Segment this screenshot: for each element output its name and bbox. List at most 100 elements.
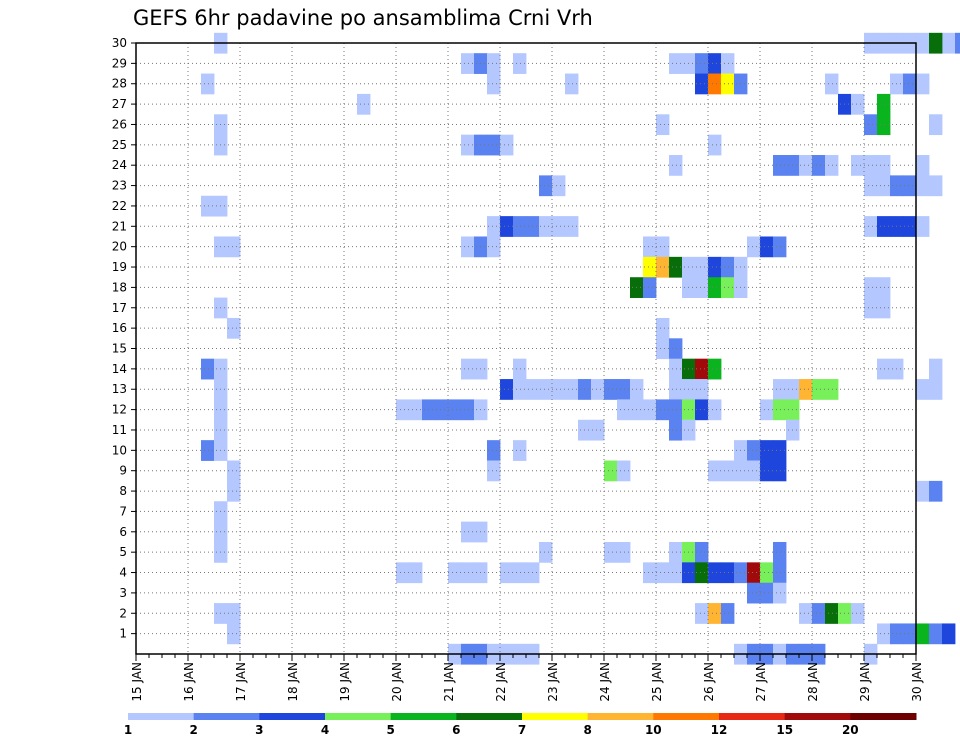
heatmap-cell (513, 440, 527, 461)
heatmap-cell (721, 53, 735, 74)
heatmap-cell (851, 603, 865, 624)
heatmap-cell (747, 582, 761, 604)
y-tick-label: 19 (112, 260, 127, 274)
heatmap-cell (851, 155, 865, 176)
y-tick-label: 1 (119, 627, 127, 641)
heatmap-cell (201, 73, 215, 95)
colorbar-label: 2 (190, 723, 198, 737)
colorbar-label: 12 (711, 723, 728, 737)
heatmap-cell (773, 236, 787, 258)
heatmap-cell (864, 155, 878, 176)
heatmap-cell (227, 460, 241, 482)
heatmap-cell (708, 256, 722, 278)
heatmap-cell (877, 623, 891, 645)
x-tick-label: 16 JAN (182, 662, 196, 702)
colorbar-label: 5 (387, 723, 395, 737)
heatmap-cell (513, 379, 527, 400)
heatmap-cell (760, 582, 774, 604)
heatmap-cell (773, 541, 787, 563)
heatmap-cell (539, 216, 553, 237)
heatmap-cell (903, 73, 917, 95)
heatmap-cell (812, 155, 826, 176)
heatmap-cell (825, 155, 839, 176)
colorbar-label: 10 (645, 723, 662, 737)
heatmap-cell (877, 297, 891, 319)
heatmap-cell (955, 32, 960, 54)
heatmap-cell (877, 358, 891, 380)
heatmap-cell (747, 562, 761, 584)
heatmap-cell (643, 256, 657, 278)
y-tick-label: 2 (119, 606, 127, 620)
x-tick-label: 19 JAN (338, 662, 352, 702)
heatmap-cell (864, 175, 878, 197)
y-tick-label: 22 (112, 199, 127, 213)
heatmap-cell (604, 541, 618, 563)
heatmap-cell (708, 603, 722, 624)
heatmap-cell (669, 358, 683, 380)
y-tick-label: 21 (112, 219, 127, 233)
heatmap-cell (903, 175, 917, 197)
y-tick-label: 16 (112, 321, 127, 335)
heatmap-cell (201, 358, 215, 380)
heatmap-cell (695, 358, 709, 380)
y-tick-label: 30 (112, 36, 127, 50)
heatmap-cell (552, 216, 566, 237)
heatmap-cell (643, 562, 657, 584)
heatmap-cell (695, 277, 709, 298)
x-tick-label: 22 JAN (494, 662, 508, 702)
heatmap-cell (864, 216, 878, 237)
y-tick-label: 27 (112, 97, 127, 111)
heatmap-cell (396, 562, 410, 584)
heatmap-cell (409, 562, 423, 584)
heatmap-cell (695, 379, 709, 400)
heatmap-cell (877, 155, 891, 176)
heatmap-cell (461, 399, 475, 421)
heatmap-cell (760, 399, 774, 421)
heatmap-cell (708, 277, 722, 298)
x-tick-label: 20 JAN (390, 662, 404, 702)
heatmap-cell (669, 53, 683, 74)
y-tick-label: 28 (112, 77, 127, 91)
heatmap-cell (929, 175, 943, 197)
heatmap-cell (864, 277, 878, 298)
colorbar-swatch (522, 713, 589, 720)
heatmap-cell (721, 73, 735, 95)
heatmap-cell (357, 93, 371, 115)
heatmap-cell (513, 53, 527, 74)
heatmap-cell (695, 73, 709, 95)
heatmap-cell (565, 73, 579, 95)
heatmap-cell (708, 73, 722, 95)
heatmap-cell (500, 216, 514, 237)
heatmap-cell (695, 53, 709, 74)
heatmap-cell (916, 155, 930, 176)
heatmap-cell (591, 419, 605, 441)
x-tick-label: 15 JAN (130, 662, 144, 702)
x-tick-label: 28 JAN (806, 662, 820, 702)
heatmap-cell (500, 562, 514, 584)
heatmap-cell (539, 379, 553, 400)
heatmap-cell (929, 480, 943, 502)
heatmap-cell (604, 379, 618, 400)
heatmap-cell (617, 541, 631, 563)
x-tick-label: 24 JAN (598, 662, 612, 702)
y-tick-label: 8 (119, 484, 127, 498)
heatmap-cell (227, 603, 241, 624)
heatmap-cell (695, 562, 709, 584)
heatmap-cell (643, 277, 657, 298)
heatmap-cell (825, 603, 839, 624)
heatmap-cell (552, 175, 566, 197)
y-tick-label: 3 (119, 586, 127, 600)
x-tick-label: 17 JAN (234, 662, 248, 702)
heatmap-cell (669, 155, 683, 176)
heatmap-cell (773, 562, 787, 584)
heatmap-cell (461, 562, 475, 584)
heatmap-cell (656, 256, 670, 278)
y-tick-label: 5 (119, 545, 127, 559)
y-tick-label: 14 (112, 362, 127, 376)
x-tick-label: 23 JAN (546, 662, 560, 702)
heatmap-cell (929, 358, 943, 380)
heatmap-cell (916, 216, 930, 237)
heatmap-cell (929, 623, 943, 645)
heatmap-cell (929, 379, 943, 400)
x-tick-label: 26 JAN (702, 662, 716, 702)
